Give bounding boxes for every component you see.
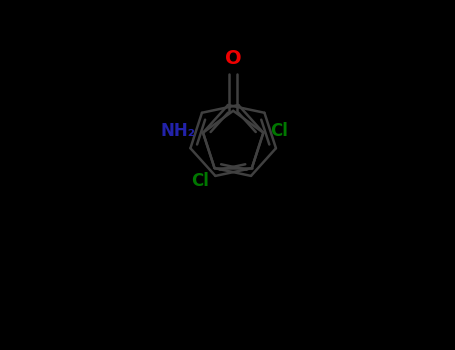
Text: O: O <box>225 49 242 68</box>
Text: Cl: Cl <box>271 122 288 140</box>
Text: Cl: Cl <box>191 173 209 190</box>
Text: NH₂: NH₂ <box>161 122 196 140</box>
